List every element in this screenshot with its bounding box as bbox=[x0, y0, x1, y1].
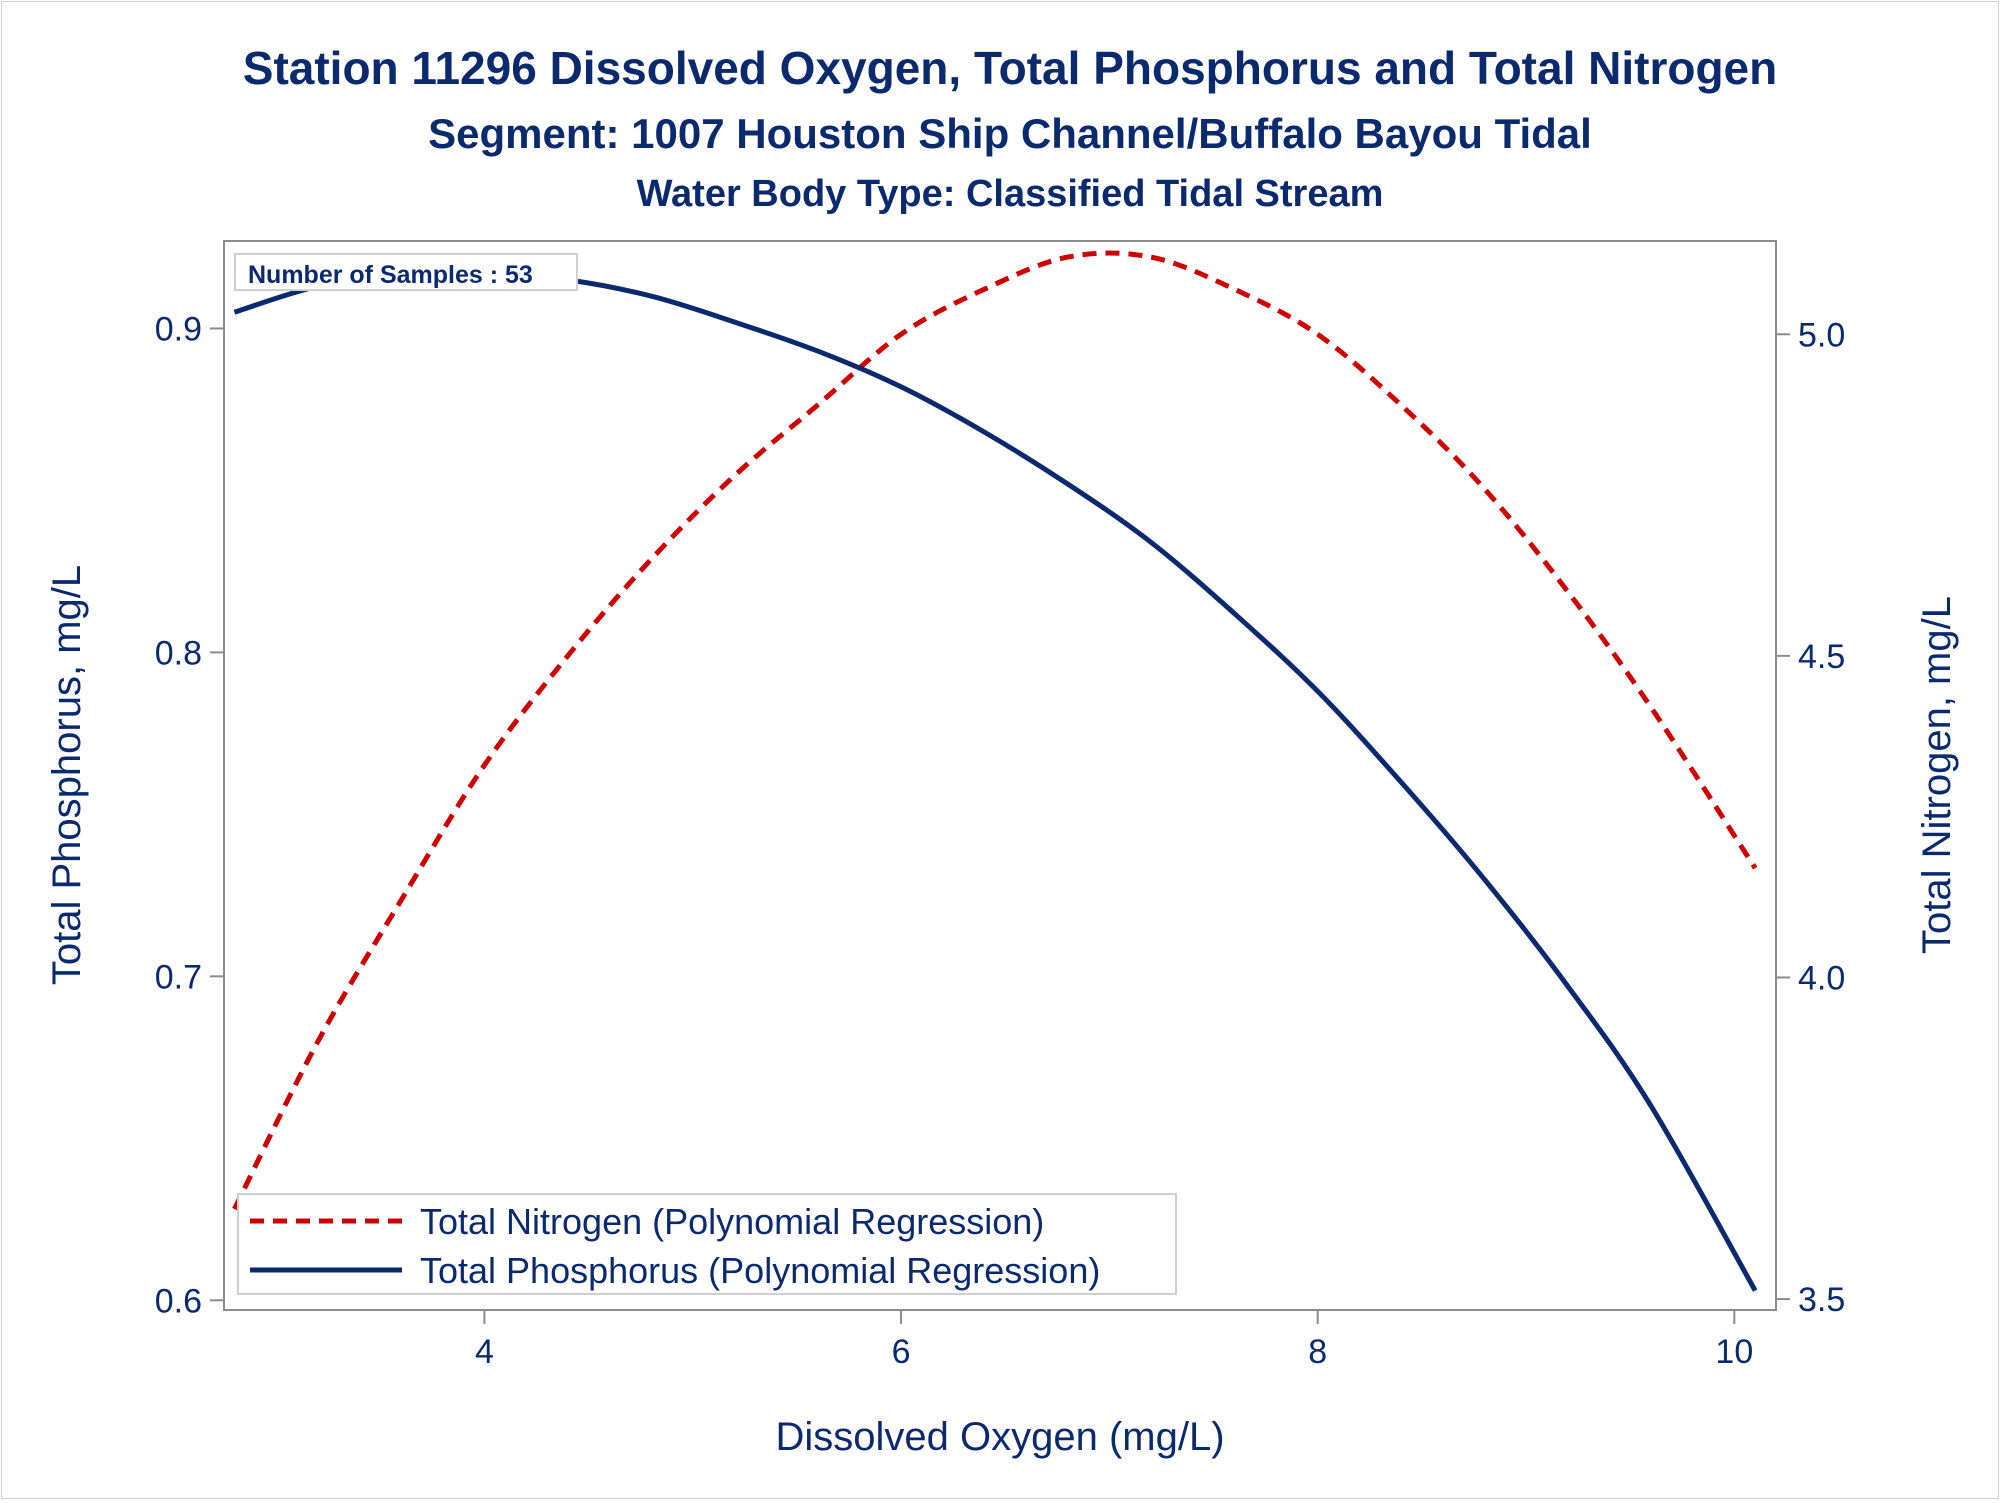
plot-area bbox=[223, 240, 1777, 1311]
y2-tick-label: 4.0 bbox=[1798, 959, 1845, 997]
annotation-box bbox=[234, 253, 578, 291]
y-tick-label: 0.6 bbox=[155, 1282, 202, 1320]
x-tick-label: 4 bbox=[475, 1333, 494, 1371]
y2-axis-ticks: 3.5 4.0 4.5 5.0 bbox=[1776, 316, 1845, 1319]
y2-tick-label: 5.0 bbox=[1798, 316, 1845, 354]
legend-label-total-nitrogen: Total Nitrogen (Polynomial Regression) bbox=[420, 1201, 1044, 1242]
y2-axis-label: Total Nitrogen, mg/L bbox=[1915, 596, 1959, 954]
y2-tick-label: 4.5 bbox=[1798, 638, 1845, 676]
y-axis-label: Total Phosphorus, mg/L bbox=[45, 565, 89, 985]
series-line-total-phosphorus bbox=[233, 270, 1758, 1292]
y-tick-label: 0.9 bbox=[155, 310, 202, 348]
legend-box bbox=[237, 1193, 1177, 1295]
legend-label-total-phosphorus: Total Phosphorus (Polynomial Regression) bbox=[420, 1250, 1100, 1291]
y-tick-label: 0.7 bbox=[155, 958, 202, 996]
series-line-total-nitrogen bbox=[232, 250, 1758, 1211]
x-axis-label: Dissolved Oxygen (mg/L) bbox=[775, 1415, 1224, 1459]
y-tick-label: 0.8 bbox=[155, 634, 202, 672]
annotation-sample-count: Number of Samples : 53 bbox=[248, 261, 533, 289]
y-axis-ticks: 0.6 0.7 0.8 0.9 bbox=[155, 310, 224, 1320]
chart-title: Station 11296 Dissolved Oxygen, Total Ph… bbox=[243, 42, 1777, 94]
y2-tick-label: 3.5 bbox=[1798, 1281, 1845, 1319]
x-axis-ticks: 4 6 8 10 bbox=[475, 1310, 1753, 1371]
x-tick-label: 6 bbox=[892, 1333, 911, 1371]
chart-subtitle: Segment: 1007 Houston Ship Channel/Buffa… bbox=[428, 110, 1592, 157]
chart-subtitle-2: Water Body Type: Classified Tidal Stream bbox=[637, 173, 1384, 215]
x-tick-label: 10 bbox=[1715, 1333, 1753, 1371]
x-tick-label: 8 bbox=[1308, 1333, 1327, 1371]
